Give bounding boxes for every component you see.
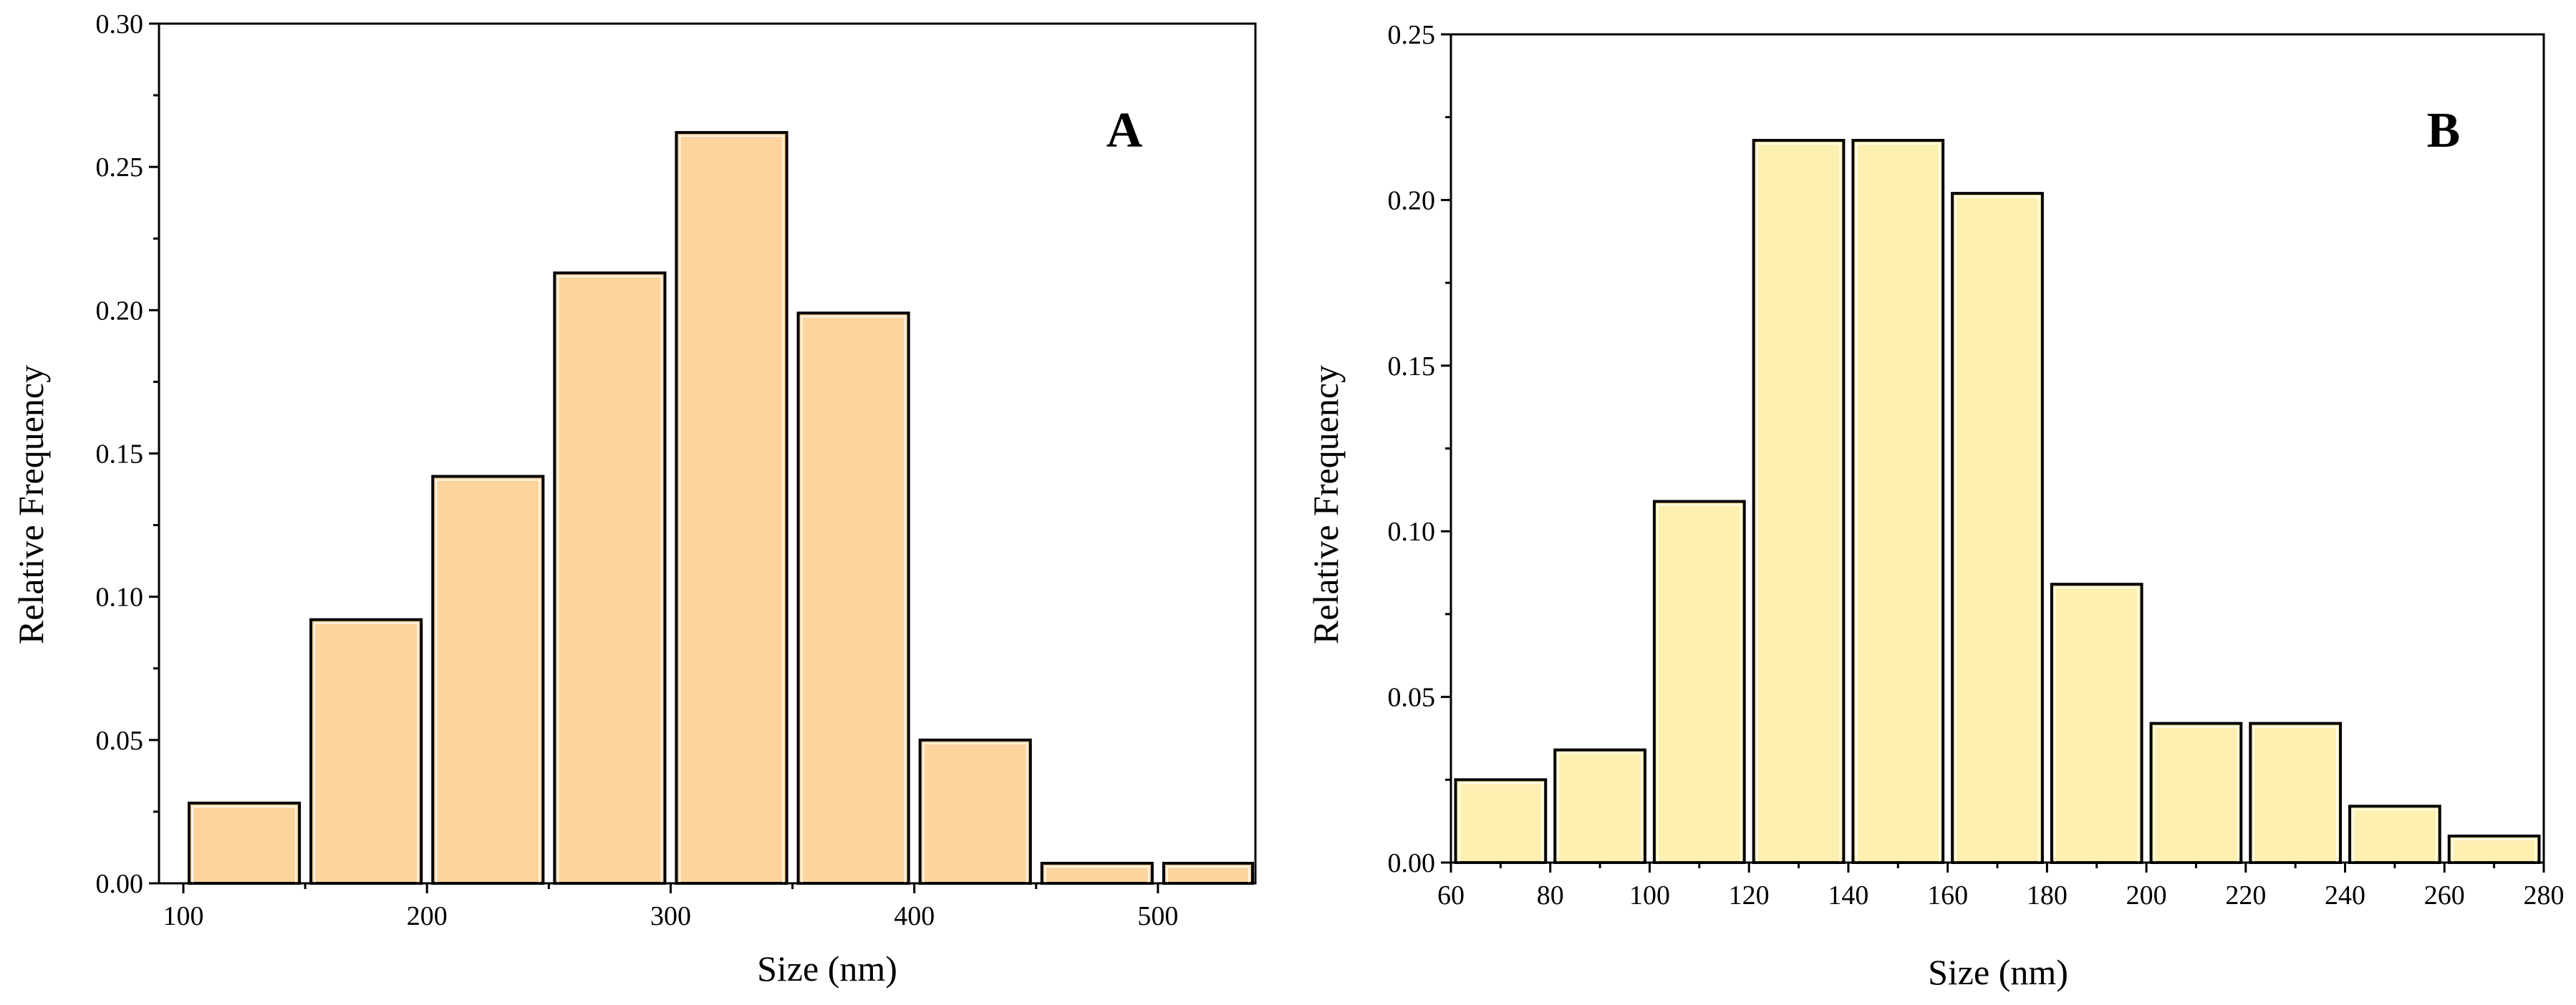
panel-b-letter: B bbox=[2427, 103, 2461, 158]
panel-b-y-tick-label: 0.00 bbox=[1388, 848, 1436, 878]
panel-a-bar-5 bbox=[675, 131, 788, 885]
panel-b-x-tick-label: 240 bbox=[2325, 880, 2365, 911]
panel-a-x-tick-label: 400 bbox=[894, 901, 935, 931]
panel-b-bar-6 bbox=[1951, 192, 2044, 865]
panel-b-y-tick-label: 0.25 bbox=[1388, 20, 1436, 50]
panel-a-bar-4 bbox=[553, 271, 667, 885]
panel-b-y-tick-label: 0.10 bbox=[1388, 517, 1436, 547]
panel-a-x-axis-title: Size (nm) bbox=[757, 948, 897, 989]
panel-b-bar-2 bbox=[1553, 748, 1646, 864]
panel-b-x-tick-label: 260 bbox=[2424, 880, 2465, 911]
panel-a-y-axis-title: Relative Frequency bbox=[11, 365, 51, 644]
panel-a-histogram: 0.00 0.05 0.10 0.15 0.20 0.25 0.30 100 200 300 400… bbox=[11, 9, 1257, 989]
panel-b-bar-10 bbox=[2348, 805, 2441, 864]
panel-b-histogram: 0.00 0.05 0.10 0.15 0.20 0.25 60 80 100 120 140 160… bbox=[1306, 20, 2565, 992]
panel-a-x-tick-label: 500 bbox=[1137, 901, 1178, 931]
panel-a-y-tick-label: 0.25 bbox=[96, 152, 144, 183]
panel-b-bar-5 bbox=[1851, 139, 1945, 864]
panel-b-x-tick-label: 120 bbox=[1729, 880, 1770, 911]
panel-a-bar-3 bbox=[431, 475, 545, 885]
panel-a-y-tick-label: 0.00 bbox=[96, 869, 144, 899]
panel-a-x-tick-label: 300 bbox=[650, 901, 691, 931]
panel-a-bar-1 bbox=[188, 801, 302, 885]
panel-a-y-tick-label: 0.20 bbox=[96, 296, 144, 326]
panel-b-bar-3 bbox=[1652, 500, 1746, 864]
panel-a-y-tick-label: 0.15 bbox=[96, 440, 144, 470]
panel-b-y-tick-label: 0.05 bbox=[1388, 683, 1436, 713]
panel-b-bars bbox=[1454, 139, 2541, 865]
panel-b-axes: 0.00 0.05 0.10 0.15 0.20 0.25 60 80 100 120 140 160… bbox=[1388, 20, 2565, 911]
panel-b-y-axis-title: Relative Frequency bbox=[1306, 365, 1346, 644]
panel-a-y-tick-label: 0.30 bbox=[96, 9, 144, 39]
panel-a-bar-6 bbox=[796, 311, 910, 885]
panel-b-x-tick-label: 80 bbox=[1537, 880, 1564, 911]
panel-a-letter: A bbox=[1106, 103, 1143, 158]
panel-b-x-tick-label: 280 bbox=[2524, 880, 2565, 911]
panel-b-bar-9 bbox=[2249, 722, 2343, 865]
panel-b-x-tick-label: 100 bbox=[1629, 880, 1670, 911]
panel-b-x-tick-label: 200 bbox=[2126, 880, 2167, 911]
panel-a-x-tick-label: 100 bbox=[163, 901, 204, 931]
panel-b-x-axis-title: Size (nm) bbox=[1928, 952, 2068, 992]
panel-a-axes: 0.00 0.05 0.10 0.15 0.20 0.25 0.30 100 200 300 400… bbox=[96, 9, 1257, 931]
panel-b-bar-8 bbox=[2149, 722, 2243, 865]
panel-a-x-tick-label: 200 bbox=[407, 901, 448, 931]
panel-b-y-tick-label: 0.20 bbox=[1388, 185, 1436, 215]
panel-a-bars bbox=[188, 131, 1255, 885]
panel-b-x-tick-label: 140 bbox=[1828, 880, 1868, 911]
panel-b-x-tick-label: 160 bbox=[1927, 880, 1968, 911]
panel-b-bar-1 bbox=[1454, 778, 1548, 865]
panel-b-bar-4 bbox=[1752, 139, 1846, 864]
panel-b-x-tick-label: 60 bbox=[1437, 880, 1465, 911]
panel-b-x-tick-label: 180 bbox=[2027, 880, 2068, 911]
panel-b-x-tick-label: 220 bbox=[2225, 880, 2266, 911]
panel-b-bar-7 bbox=[2050, 583, 2143, 864]
panel-a-bar-7 bbox=[918, 738, 1032, 885]
panel-b-y-tick-label: 0.15 bbox=[1388, 351, 1436, 382]
panel-a-bar-2 bbox=[309, 618, 423, 885]
panel-a-y-tick-label: 0.05 bbox=[96, 726, 144, 756]
panel-a-y-tick-label: 0.10 bbox=[96, 583, 144, 613]
